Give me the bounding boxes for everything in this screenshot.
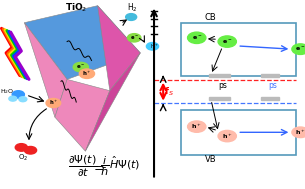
Circle shape — [218, 36, 236, 47]
Polygon shape — [85, 53, 140, 151]
Text: e$^-$: e$^-$ — [130, 34, 139, 42]
Circle shape — [9, 96, 17, 101]
Polygon shape — [24, 6, 140, 79]
Text: f$_S$: f$_S$ — [164, 85, 174, 98]
Text: ps: ps — [268, 81, 278, 91]
Text: h$^+$: h$^+$ — [295, 128, 305, 137]
Text: h$^+$: h$^+$ — [222, 132, 232, 141]
Bar — [261, 97, 279, 100]
Circle shape — [146, 43, 159, 50]
Circle shape — [12, 91, 24, 98]
Text: VB: VB — [205, 155, 216, 164]
Text: H$_2$O: H$_2$O — [1, 87, 15, 96]
Circle shape — [188, 121, 206, 132]
Text: H$^+$: H$^+$ — [149, 42, 159, 51]
Text: CB: CB — [205, 12, 216, 22]
Circle shape — [188, 32, 206, 43]
Text: e$^-$: e$^-$ — [76, 63, 85, 71]
Circle shape — [19, 97, 27, 102]
Polygon shape — [98, 6, 140, 91]
Text: $=$: $=$ — [91, 160, 104, 173]
FancyBboxPatch shape — [181, 23, 296, 76]
Text: O$_2$: O$_2$ — [18, 153, 28, 163]
Text: H$_2$: H$_2$ — [127, 1, 138, 14]
Text: TiO$_2$: TiO$_2$ — [65, 2, 88, 14]
Text: h$^+$: h$^+$ — [82, 69, 92, 78]
Circle shape — [127, 34, 141, 42]
Circle shape — [73, 62, 88, 72]
FancyBboxPatch shape — [181, 110, 296, 155]
Circle shape — [15, 144, 27, 151]
Bar — [209, 74, 230, 77]
Text: ps: ps — [218, 81, 227, 91]
Circle shape — [79, 69, 95, 78]
Text: e$^-$: e$^-$ — [295, 45, 305, 53]
Text: h$^+$: h$^+$ — [192, 122, 202, 131]
Text: $\dfrac{i}{\hbar}\hat{H}\Psi(t)$: $\dfrac{i}{\hbar}\hat{H}\Psi(t)$ — [100, 155, 141, 178]
Circle shape — [292, 127, 305, 138]
Text: e$^-$: e$^-$ — [192, 34, 202, 42]
Circle shape — [218, 130, 236, 142]
Bar — [209, 97, 230, 100]
Circle shape — [126, 14, 137, 20]
Text: e$^-$: e$^-$ — [222, 38, 232, 46]
Circle shape — [292, 44, 305, 54]
Polygon shape — [55, 79, 110, 151]
Text: $\dfrac{\partial\Psi(t)}{\partial t}$: $\dfrac{\partial\Psi(t)}{\partial t}$ — [68, 154, 97, 179]
Circle shape — [24, 146, 37, 154]
Bar — [261, 74, 279, 77]
Polygon shape — [24, 23, 67, 117]
Text: h$^+$: h$^+$ — [49, 98, 58, 108]
Circle shape — [46, 98, 61, 108]
